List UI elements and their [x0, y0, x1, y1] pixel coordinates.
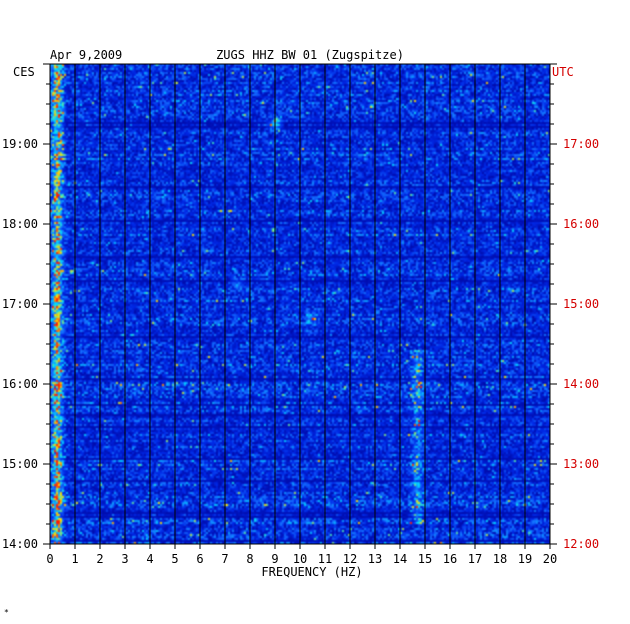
x-tick-label: 15 — [418, 552, 432, 566]
x-tick-label: 11 — [318, 552, 332, 566]
x-tick-label: 9 — [271, 552, 278, 566]
grid-lines — [74, 64, 526, 544]
left-time-axis: 19:00 18:00 17:00 16:00 15:00 14:00 — [2, 63, 50, 551]
x-tick-label: 18 — [493, 552, 507, 566]
x-axis-title: FREQUENCY (HZ) — [261, 565, 362, 579]
right-tick-label: 17:00 — [563, 137, 599, 151]
x-tick-label: 7 — [221, 552, 228, 566]
ces-axis-label: CES — [13, 65, 35, 79]
x-tick-label: 13 — [368, 552, 382, 566]
right-tick-label: 14:00 — [563, 377, 599, 391]
x-tick-label: 20 — [543, 552, 557, 566]
x-tick-label: 8 — [246, 552, 253, 566]
x-tick-label: 17 — [468, 552, 482, 566]
x-tick-label: 0 — [46, 552, 53, 566]
x-tick-label: 1 — [71, 552, 78, 566]
left-tick-label: 17:00 — [2, 297, 38, 311]
chart-title: ZUGS HHZ BW 01 (Zugspitze) — [216, 48, 404, 62]
x-axis-ticks: 0 1 2 3 4 5 6 7 8 9 10 11 12 13 14 15 16 17 18 19 20 — [46, 544, 557, 566]
left-tick-label: 15:00 — [2, 457, 38, 471]
left-tick-label: 18:00 — [2, 217, 38, 231]
x-tick-label: 6 — [196, 552, 203, 566]
x-tick-label: 16 — [443, 552, 457, 566]
right-tick-label: 12:00 — [563, 537, 599, 551]
date-label: Apr 9,2009 — [50, 48, 122, 62]
x-tick-label: 4 — [146, 552, 153, 566]
x-tick-label: 5 — [171, 552, 178, 566]
utc-axis-label: UTC — [552, 65, 574, 79]
footer-mark: * — [4, 608, 9, 617]
left-tick-label: 14:00 — [2, 537, 38, 551]
right-tick-label: 13:00 — [563, 457, 599, 471]
x-tick-label: 12 — [343, 552, 357, 566]
x-tick-label: 19 — [518, 552, 532, 566]
right-tick-label: 16:00 — [563, 217, 599, 231]
left-tick-label: 16:00 — [2, 377, 38, 391]
right-time-axis: 17:00 16:00 15:00 14:00 13:00 12:00 — [550, 63, 599, 551]
left-tick-label: 19:00 — [2, 137, 38, 151]
x-tick-label: 3 — [121, 552, 128, 566]
x-tick-label: 14 — [393, 552, 407, 566]
x-tick-label: 2 — [96, 552, 103, 566]
x-tick-label: 10 — [293, 552, 307, 566]
right-tick-label: 15:00 — [563, 297, 599, 311]
